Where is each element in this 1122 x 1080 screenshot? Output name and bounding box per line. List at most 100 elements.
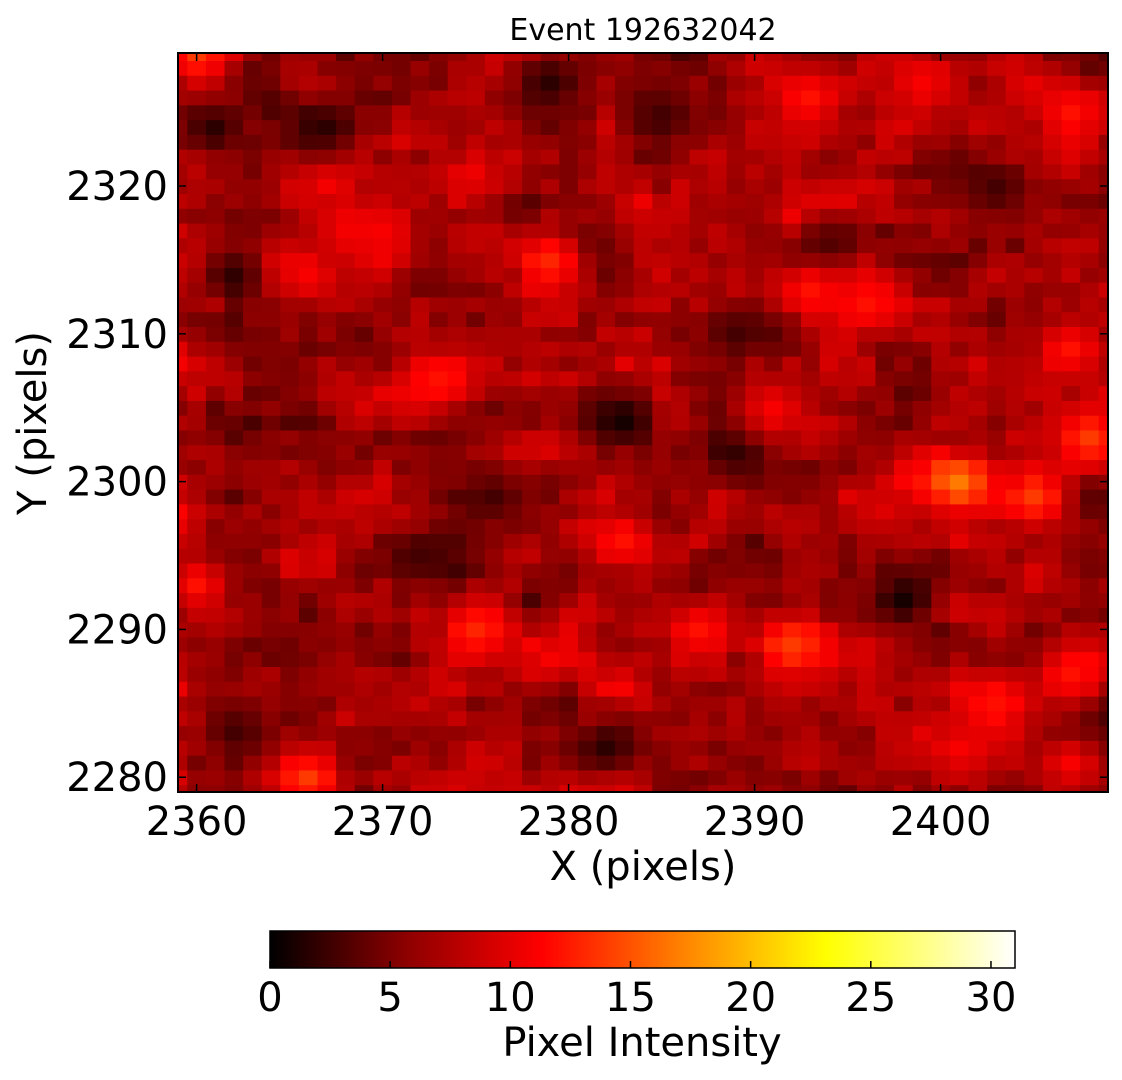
heatmap-cell (559, 296, 579, 313)
heatmap-cell (1024, 178, 1044, 195)
heatmap-cell (540, 710, 560, 727)
heatmap-cell (243, 222, 263, 239)
heatmap-cell (1042, 134, 1063, 150)
heatmap-cell (726, 400, 746, 416)
heatmap-cell (782, 89, 802, 106)
heatmap-cell (577, 444, 598, 461)
heatmap-cell (429, 518, 449, 534)
heatmap-cell (745, 178, 765, 195)
heatmap-cell (224, 444, 244, 461)
heatmap-cell (912, 385, 932, 401)
heatmap-cell (782, 769, 802, 786)
heatmap-cell (801, 518, 821, 534)
heatmap-cell (615, 311, 635, 328)
heatmap-cell (1042, 53, 1063, 61)
heatmap-cell (819, 400, 839, 416)
heatmap-cell (317, 149, 337, 165)
heatmap-cell (894, 562, 914, 579)
heatmap-cell (391, 163, 412, 180)
heatmap-cell (745, 562, 765, 579)
heatmap-cell (987, 740, 1007, 756)
heatmap-cell (670, 104, 691, 121)
heatmap-cell (243, 503, 263, 520)
heatmap-cell (559, 769, 579, 786)
heatmap-cell (317, 53, 337, 61)
heatmap-cell (280, 222, 300, 239)
heatmap-cell (178, 651, 188, 667)
heatmap-cell (819, 651, 839, 667)
heatmap-cell (410, 681, 430, 697)
heatmap-cell (838, 755, 858, 771)
heatmap-cell (652, 60, 672, 76)
heatmap-cell (577, 385, 598, 401)
heatmap-cell (373, 178, 393, 195)
heatmap-cell (1024, 208, 1044, 224)
heatmap-cell (745, 355, 765, 372)
heatmap-cell (1061, 784, 1081, 792)
heatmap-cell (261, 163, 281, 180)
heatmap-cell (819, 355, 839, 372)
heatmap-cell (968, 149, 988, 165)
heatmap-cell (178, 562, 188, 579)
heatmap-cell (670, 459, 691, 475)
heatmap-cell (1024, 252, 1044, 268)
heatmap-cell (670, 355, 691, 372)
heatmap-cell (577, 53, 598, 61)
heatmap-cell (931, 503, 951, 520)
heatmap-cell (1098, 503, 1108, 520)
heatmap-cell (949, 681, 970, 697)
heatmap-cell (354, 267, 374, 283)
heatmap-cell (298, 769, 319, 786)
heatmap-cell (875, 282, 895, 298)
heatmap-cell (875, 607, 895, 623)
heatmap-cell (410, 710, 430, 727)
heatmap-cell (503, 548, 523, 564)
heatmap-cell (1080, 326, 1100, 342)
heatmap-cell (261, 252, 281, 268)
heatmap-cell (875, 755, 895, 771)
heatmap-cell (763, 459, 784, 475)
heatmap-cell (577, 725, 598, 741)
heatmap-cell (1042, 562, 1063, 579)
heatmap-cell (1042, 755, 1063, 771)
heatmap-cell (912, 622, 932, 638)
heatmap-cell (763, 326, 784, 342)
heatmap-cell (559, 355, 579, 372)
heatmap-cell (819, 666, 839, 682)
heatmap-cell (615, 75, 635, 91)
heatmap-cell (447, 474, 467, 490)
heatmap-cell (708, 562, 728, 579)
heatmap-cell (187, 444, 207, 461)
heatmap-cell (856, 444, 877, 461)
heatmap-cell (466, 252, 486, 268)
heatmap-cell (1024, 134, 1044, 150)
heatmap-cell (633, 370, 653, 387)
heatmap-cell (838, 282, 858, 298)
heatmap-cell (615, 474, 635, 490)
heatmap-cell (968, 548, 988, 564)
heatmap-cell (354, 311, 374, 328)
heatmap-cell (596, 740, 616, 756)
heatmap-cell (652, 370, 672, 387)
heatmap-cell (243, 577, 263, 594)
heatmap-cell (205, 622, 226, 638)
heatmap-cell (336, 769, 356, 786)
heatmap-cell (596, 134, 616, 150)
heatmap-cell (1080, 296, 1100, 313)
heatmap-cell (1098, 89, 1108, 106)
heatmap-cell (522, 400, 542, 416)
heatmap-cell (522, 53, 542, 61)
heatmap-cell (652, 355, 672, 372)
heatmap-cell (522, 385, 542, 401)
heatmap-cell (178, 75, 188, 91)
heatmap-cell (987, 400, 1007, 416)
heatmap-cell (280, 341, 300, 357)
heatmap-cell (745, 666, 765, 682)
heatmap-cell (875, 163, 895, 180)
heatmap-cell (373, 296, 393, 313)
heatmap-cell (1061, 769, 1081, 786)
heatmap-cell (1005, 60, 1025, 76)
heatmap-cell (178, 222, 188, 239)
heatmap-cell (429, 666, 449, 682)
heatmap-cell (577, 267, 598, 283)
